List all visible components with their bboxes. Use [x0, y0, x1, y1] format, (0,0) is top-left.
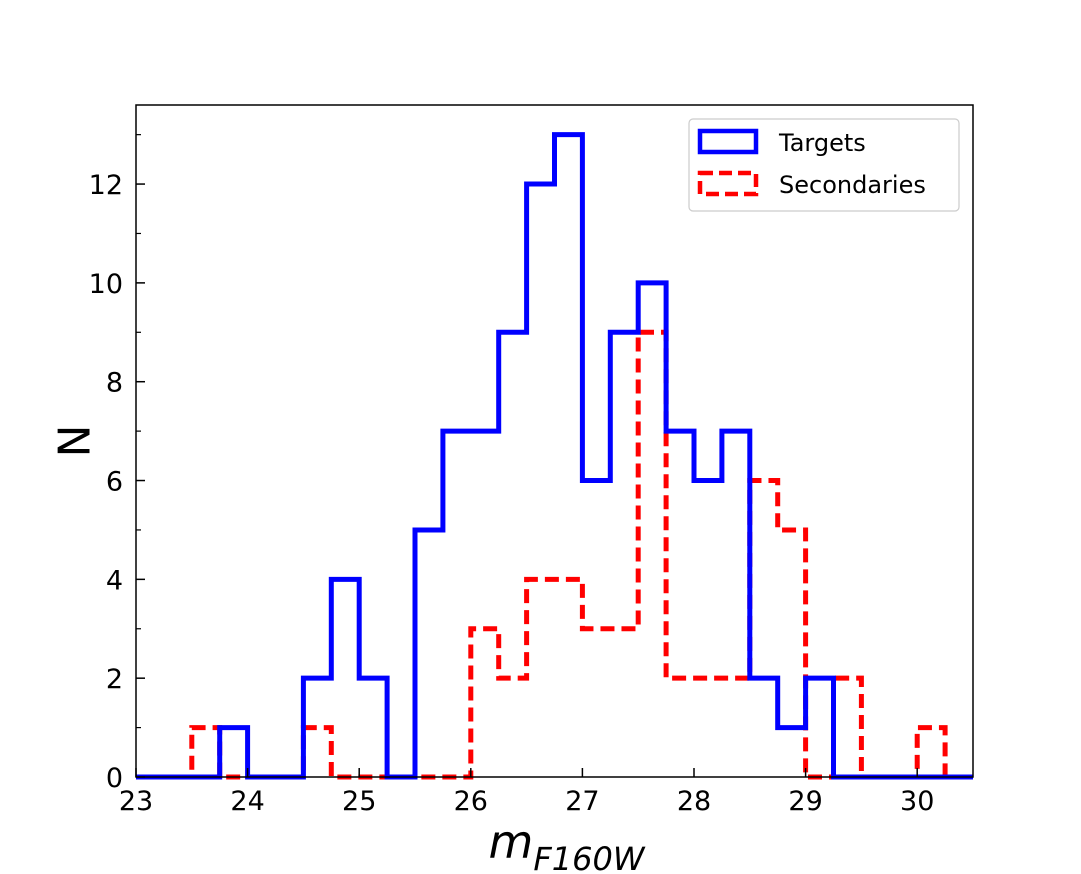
tick-layer	[135, 134, 918, 778]
x-tick-label-26: 26	[454, 786, 488, 817]
y-tick-label-2: 2	[106, 664, 123, 695]
legend-swatch-targets	[697, 128, 759, 155]
legend-label-secondaries: Secondaries	[779, 171, 926, 199]
y-tick-label-0: 0	[106, 763, 123, 794]
plot-frame	[135, 104, 974, 778]
y-tick-label-8: 8	[106, 368, 123, 399]
x-tick-label-27: 27	[565, 786, 599, 817]
x-axis-title-main: m	[489, 815, 534, 869]
x-tick-label-23: 23	[119, 786, 153, 817]
x-axis-title: mF160W	[489, 815, 646, 874]
y-tick-label-4: 4	[106, 565, 123, 596]
y-tick-label-10: 10	[89, 269, 123, 300]
y-axis-title: N	[49, 425, 100, 458]
legend-swatch-secondaries	[697, 170, 759, 197]
x-tick-label-24: 24	[230, 786, 264, 817]
series-targets-outline	[136, 132, 973, 780]
y-tick-label-12: 12	[89, 170, 123, 201]
x-tick-label-28: 28	[677, 786, 711, 817]
legend: Targets Secondaries	[688, 118, 960, 212]
x-axis-title-subscript: F160W	[533, 840, 645, 874]
legend-label-targets: Targets	[778, 129, 866, 157]
x-tick-label-25: 25	[342, 786, 376, 817]
x-tick-label-30: 30	[900, 786, 934, 817]
x-tick-label-29: 29	[788, 786, 822, 817]
y-tick-label-6: 6	[106, 467, 123, 498]
